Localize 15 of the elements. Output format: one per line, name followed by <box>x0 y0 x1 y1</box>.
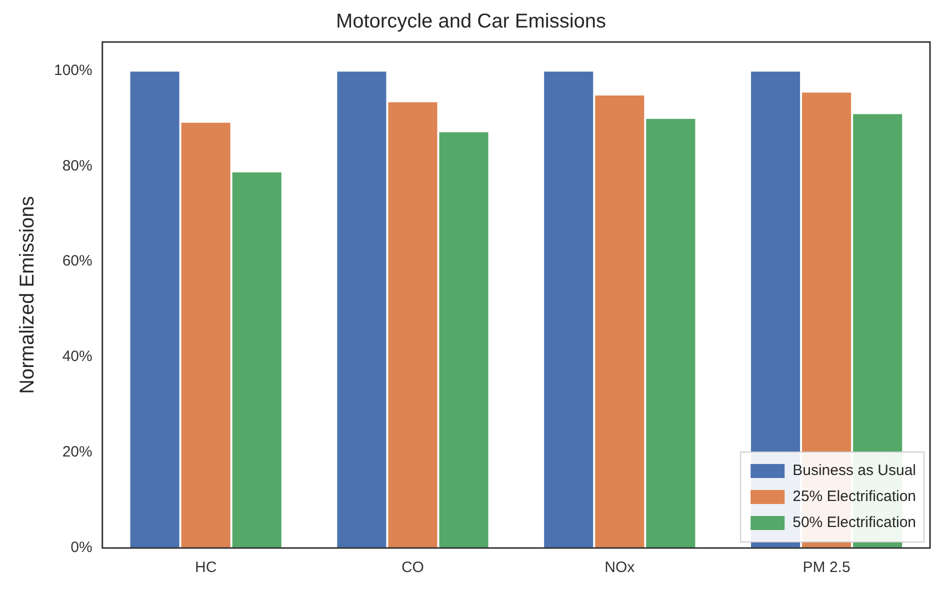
x-tick-label: PM 2.5 <box>802 559 850 576</box>
x-tick-label: HC <box>194 559 217 576</box>
y-tick-label: 0% <box>70 539 92 556</box>
legend-label: 25% Electrification <box>792 488 916 506</box>
y-tick-label: 100% <box>54 62 92 79</box>
y-tick-label: 60% <box>62 252 92 270</box>
legend-label: Business as Usual <box>792 462 916 480</box>
y-tick-label: 40% <box>62 348 92 366</box>
chart-title: Motorcycle and Car Emissions <box>336 10 606 33</box>
y-tick-label: 80% <box>62 157 92 174</box>
x-tick-label: NOx <box>604 559 636 576</box>
legend-label: 50% Electrification <box>792 514 916 532</box>
y-tick-label: 20% <box>62 444 92 461</box>
y-axis-title: Normalized Emissions <box>16 196 39 394</box>
x-tick-label: CO <box>401 559 424 576</box>
